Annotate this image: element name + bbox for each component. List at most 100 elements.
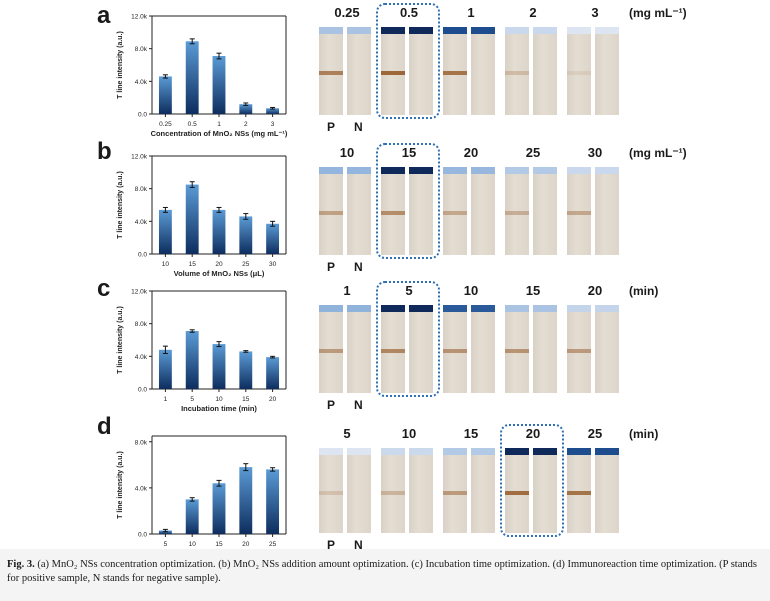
strip-body bbox=[505, 34, 529, 115]
test-line bbox=[381, 71, 405, 75]
y-tick-label: 0.0 bbox=[138, 112, 147, 119]
strip-body bbox=[443, 174, 467, 255]
test-strip-pair bbox=[565, 27, 623, 115]
test-strip-pair bbox=[379, 167, 437, 255]
strip-label: 1 bbox=[343, 283, 351, 298]
test-strip-negative bbox=[595, 305, 619, 393]
strip-cap bbox=[409, 27, 433, 34]
bar bbox=[158, 76, 172, 114]
test-line bbox=[443, 491, 467, 495]
test-line bbox=[319, 491, 343, 495]
strip-body bbox=[567, 174, 591, 255]
test-strip-positive bbox=[443, 305, 467, 393]
test-strip-pair bbox=[317, 167, 375, 255]
x-tick-label: 10 bbox=[215, 396, 223, 403]
test-strip-negative bbox=[533, 448, 557, 533]
optimal-highlight-box bbox=[376, 3, 440, 119]
test-line bbox=[567, 71, 591, 75]
negative-label: N bbox=[354, 538, 363, 552]
bar bbox=[158, 530, 172, 534]
strip-cap bbox=[505, 167, 529, 174]
strip-label: 0.5 bbox=[399, 5, 419, 20]
strip-cap bbox=[381, 167, 405, 174]
strip-body bbox=[595, 174, 619, 255]
strip-body bbox=[567, 34, 591, 115]
y-tick-label: 8.0k bbox=[135, 46, 148, 53]
strip-cap bbox=[567, 448, 591, 455]
x-tick-label: 25 bbox=[269, 541, 277, 548]
strip-cap bbox=[443, 167, 467, 174]
strip-body bbox=[505, 174, 529, 255]
strip-cap bbox=[533, 305, 557, 312]
bar bbox=[239, 467, 253, 534]
strip-label: 15 bbox=[525, 283, 541, 298]
x-tick-label: 15 bbox=[215, 541, 223, 548]
bar bbox=[185, 331, 199, 389]
strip-label: 0.25 bbox=[334, 5, 360, 20]
strip-cap bbox=[533, 27, 557, 34]
x-tick-label: 5 bbox=[164, 541, 168, 548]
positive-label: P bbox=[327, 120, 336, 134]
unit-label: (min) bbox=[629, 284, 659, 298]
test-line bbox=[443, 71, 467, 75]
strip-cap bbox=[533, 448, 557, 455]
strip-cap bbox=[409, 167, 433, 174]
y-axis-label: T line intensity (a.u.) bbox=[117, 31, 124, 99]
test-strip-negative bbox=[409, 167, 433, 255]
strip-label: 25 bbox=[525, 145, 541, 160]
strip-body bbox=[471, 34, 495, 115]
strip-body bbox=[471, 455, 495, 533]
strip-body bbox=[533, 455, 557, 533]
test-strip-pair bbox=[503, 448, 561, 533]
strip-body bbox=[319, 174, 343, 255]
bar bbox=[239, 104, 253, 114]
strip-cap bbox=[595, 167, 619, 174]
x-axis-label: Incubation time (min) bbox=[181, 404, 257, 413]
strip-body bbox=[409, 455, 433, 533]
test-strip-positive bbox=[319, 167, 343, 255]
strip-label: 20 bbox=[525, 426, 541, 441]
test-line bbox=[505, 71, 529, 75]
positive-label: P bbox=[327, 260, 336, 274]
test-strip-negative bbox=[471, 27, 495, 115]
strip-cap bbox=[595, 448, 619, 455]
x-tick-label: 0.25 bbox=[159, 121, 172, 128]
y-tick-label: 4.0k bbox=[135, 485, 148, 492]
test-strip-pair bbox=[503, 305, 561, 393]
strip-body bbox=[533, 34, 557, 115]
strip-body bbox=[595, 455, 619, 533]
bar bbox=[158, 349, 172, 389]
negative-label: N bbox=[354, 260, 363, 274]
bar bbox=[266, 357, 280, 389]
test-strip-negative bbox=[595, 167, 619, 255]
y-tick-label: 8.0k bbox=[135, 439, 148, 446]
strip-body bbox=[381, 455, 405, 533]
test-strip-negative bbox=[409, 448, 433, 533]
bar-chart-d: 0.0 4.0k 8.0k T line intensity (a.u.) 5 10 15 2… bbox=[117, 435, 287, 558]
y-axis-label: T line intensity (a.u.) bbox=[117, 451, 124, 519]
strip-label: 15 bbox=[463, 426, 479, 441]
negative-label: N bbox=[354, 120, 363, 134]
strip-body bbox=[319, 455, 343, 533]
test-strip-positive bbox=[381, 27, 405, 115]
strip-label: 10 bbox=[401, 426, 417, 441]
test-line bbox=[319, 211, 343, 215]
y-tick-label: 0.0 bbox=[138, 532, 147, 539]
strip-cap bbox=[505, 27, 529, 34]
bar bbox=[185, 41, 199, 114]
strip-body bbox=[409, 34, 433, 115]
strip-cap bbox=[567, 167, 591, 174]
test-strip-positive bbox=[319, 27, 343, 115]
test-strip-positive bbox=[505, 27, 529, 115]
strip-cap bbox=[505, 305, 529, 312]
test-strip-negative bbox=[595, 27, 619, 115]
test-line bbox=[381, 491, 405, 495]
bar-chart-c: 0.0 4.0k 8.0k 12.0k T line intensity (a.u.) 1… bbox=[117, 289, 287, 413]
optimal-highlight-box bbox=[376, 143, 440, 259]
test-strip-negative bbox=[533, 305, 557, 393]
test-line bbox=[319, 71, 343, 75]
strip-cap bbox=[409, 448, 433, 455]
test-line bbox=[505, 491, 529, 495]
y-tick-label: 12.0k bbox=[131, 289, 148, 296]
test-strip-pair bbox=[441, 305, 499, 393]
